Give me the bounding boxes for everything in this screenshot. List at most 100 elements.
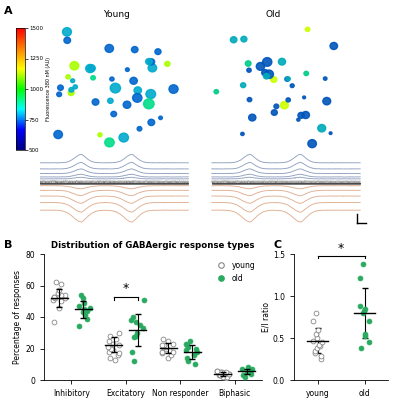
Circle shape — [323, 98, 331, 105]
Point — [247, 367, 254, 374]
Point — [366, 339, 372, 345]
Y-axis label: Fluorescence 380 nM (AU): Fluorescence 380 nM (AU) — [46, 57, 51, 121]
Point — [183, 355, 190, 361]
Point — [186, 338, 193, 344]
Text: *: * — [123, 282, 129, 295]
Point — [168, 352, 174, 358]
Circle shape — [146, 90, 156, 99]
Point — [194, 348, 201, 355]
Point — [312, 350, 318, 356]
Circle shape — [159, 116, 162, 120]
Circle shape — [169, 85, 178, 93]
Point — [58, 292, 64, 298]
Circle shape — [98, 133, 102, 137]
Circle shape — [285, 77, 290, 81]
Point — [246, 367, 252, 374]
Point — [140, 325, 146, 331]
Point — [116, 330, 122, 336]
Point — [184, 342, 190, 348]
Circle shape — [304, 71, 308, 76]
Point — [52, 295, 58, 301]
Point — [216, 372, 223, 378]
Point — [113, 336, 119, 342]
Point — [105, 344, 112, 350]
Point — [312, 348, 318, 355]
Point — [131, 358, 137, 364]
Circle shape — [69, 88, 74, 92]
Point — [128, 317, 135, 323]
Point — [317, 343, 323, 350]
Point — [239, 366, 245, 372]
Point — [357, 274, 363, 281]
Point — [114, 352, 121, 358]
Point — [76, 303, 82, 309]
Point — [128, 348, 135, 355]
Point — [159, 350, 166, 356]
Point — [357, 303, 364, 309]
Point — [216, 372, 222, 378]
Point — [78, 292, 84, 298]
Circle shape — [88, 65, 95, 72]
Circle shape — [303, 96, 306, 99]
Circle shape — [245, 61, 251, 66]
Point — [318, 356, 324, 362]
Circle shape — [64, 37, 70, 44]
Point — [183, 340, 189, 347]
Point — [318, 353, 324, 360]
Circle shape — [54, 130, 62, 138]
Circle shape — [132, 46, 138, 53]
Circle shape — [146, 58, 152, 64]
Point — [84, 315, 90, 322]
Circle shape — [264, 70, 274, 78]
Circle shape — [247, 98, 252, 102]
Circle shape — [105, 44, 114, 52]
Circle shape — [308, 140, 316, 148]
Point — [315, 326, 322, 333]
Point — [115, 350, 122, 356]
Circle shape — [86, 64, 94, 72]
Point — [225, 370, 232, 377]
Point — [313, 310, 319, 316]
Circle shape — [271, 110, 277, 115]
Point — [57, 298, 64, 304]
Circle shape — [241, 36, 247, 42]
Circle shape — [318, 124, 326, 132]
Point — [75, 323, 82, 330]
Point — [81, 300, 87, 306]
Circle shape — [134, 87, 142, 94]
Circle shape — [286, 98, 290, 102]
Point — [217, 372, 224, 378]
Circle shape — [73, 85, 78, 89]
Point — [130, 314, 136, 320]
Point — [54, 290, 61, 296]
Point — [106, 348, 112, 355]
Point — [50, 296, 56, 303]
Circle shape — [70, 62, 79, 70]
Point — [51, 318, 58, 325]
Point — [240, 372, 247, 378]
Point — [318, 339, 325, 345]
Point — [160, 344, 166, 350]
Point — [80, 295, 86, 301]
Y-axis label: E/I ratio: E/I ratio — [261, 302, 270, 332]
Point — [132, 333, 139, 339]
Point — [223, 369, 229, 375]
Circle shape — [108, 98, 113, 103]
Point — [163, 344, 169, 350]
Circle shape — [271, 76, 277, 82]
Circle shape — [148, 64, 157, 72]
Circle shape — [256, 62, 265, 70]
Circle shape — [91, 76, 95, 80]
Point — [107, 355, 114, 361]
Circle shape — [247, 68, 251, 72]
Point — [360, 310, 366, 316]
Circle shape — [66, 75, 70, 79]
Point — [80, 309, 87, 316]
Point — [110, 340, 116, 347]
Circle shape — [130, 77, 137, 84]
Point — [214, 367, 220, 374]
Point — [141, 296, 148, 303]
Circle shape — [305, 27, 310, 32]
Circle shape — [57, 92, 62, 97]
Circle shape — [137, 126, 142, 131]
